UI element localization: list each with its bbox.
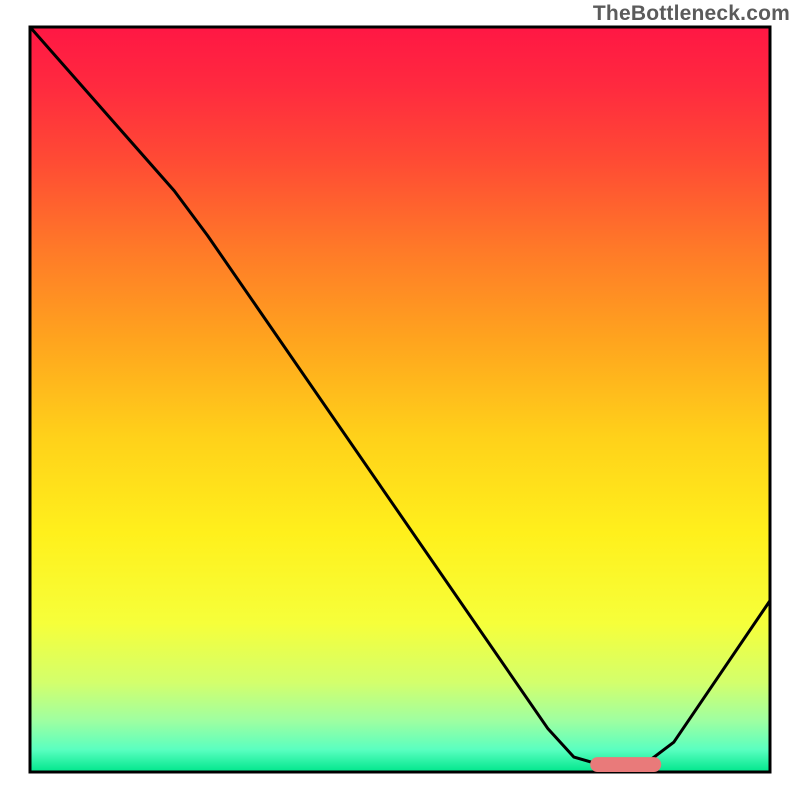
bottleneck-chart — [0, 0, 800, 800]
chart-container: TheBottleneck.com — [0, 0, 800, 800]
optimum-marker — [590, 757, 661, 772]
gradient-background — [30, 27, 770, 772]
attribution-text: TheBottleneck.com — [593, 2, 790, 26]
